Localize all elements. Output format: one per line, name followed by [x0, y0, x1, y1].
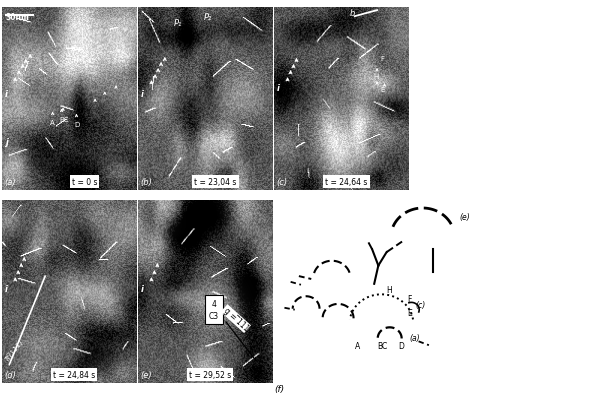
Text: (f): (f): [274, 384, 284, 393]
Text: b: b: [349, 9, 355, 18]
Text: i: i: [141, 285, 144, 294]
Text: E: E: [381, 87, 385, 93]
Text: i: i: [141, 90, 144, 99]
Text: E: E: [407, 309, 411, 318]
Text: t = 23,04 s: t = 23,04 s: [195, 177, 237, 186]
Text: 30nm: 30nm: [6, 13, 30, 22]
Text: D: D: [398, 341, 404, 350]
Text: i: i: [5, 90, 8, 99]
Text: H: H: [386, 286, 392, 295]
Text: (d): (d): [4, 370, 16, 379]
Text: (e): (e): [140, 370, 152, 379]
Text: i: i: [5, 285, 8, 294]
Text: i: i: [277, 84, 280, 93]
Text: (b): (b): [140, 177, 152, 186]
Text: H: H: [373, 74, 379, 80]
Text: (a): (a): [4, 177, 16, 186]
Text: BC: BC: [59, 117, 68, 123]
Text: t = 24,84 s: t = 24,84 s: [53, 370, 95, 379]
Text: (e): (e): [460, 212, 471, 221]
Text: (c): (c): [277, 177, 288, 186]
Text: F: F: [407, 294, 411, 303]
Text: t = 29,52 s: t = 29,52 s: [189, 370, 231, 379]
Text: j: j: [5, 138, 8, 147]
Text: t = 0 s: t = 0 s: [71, 177, 97, 186]
Text: Tr(̅111): Tr(̅111): [4, 338, 26, 362]
Text: F: F: [381, 56, 385, 62]
Text: A: A: [355, 341, 360, 350]
Text: P₂: P₂: [204, 13, 212, 22]
Text: BC: BC: [378, 341, 387, 350]
Text: P₁: P₁: [174, 19, 182, 28]
Text: (c): (c): [415, 300, 426, 309]
Text: D: D: [74, 122, 79, 128]
Text: A: A: [51, 119, 55, 126]
Text: g = ̅111: g = ̅111: [222, 306, 250, 332]
Text: 4
C3: 4 C3: [209, 300, 219, 320]
Text: (a): (a): [409, 334, 420, 342]
Text: t = 24,64 s: t = 24,64 s: [325, 177, 368, 186]
